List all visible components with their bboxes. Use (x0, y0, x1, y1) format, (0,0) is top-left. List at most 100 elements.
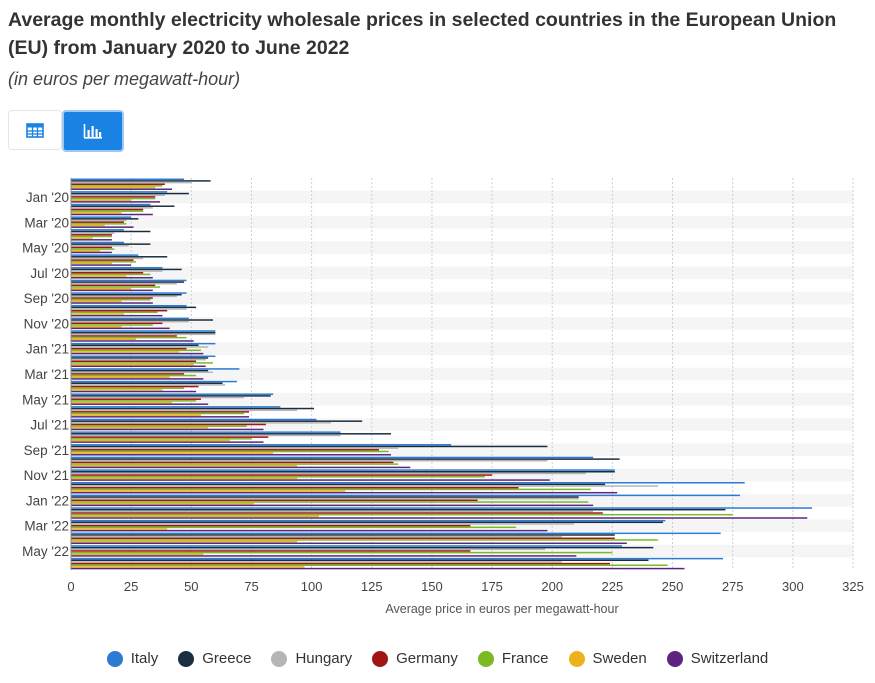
bar (71, 479, 550, 481)
legend-item[interactable]: Hungary (271, 650, 352, 667)
legend-marker (372, 650, 389, 667)
bar (71, 178, 185, 181)
bar (71, 235, 112, 238)
bar (71, 496, 579, 498)
bar (71, 262, 112, 265)
bar (71, 483, 606, 486)
row-band (71, 241, 853, 254)
bar (71, 447, 399, 449)
bar (71, 546, 654, 549)
bar (71, 407, 315, 410)
chart-legend: Italy Greece Hungary Germany France Sweden Swi… (0, 650, 875, 667)
row-band (71, 342, 853, 356)
legend-label: Switzerland (690, 650, 769, 667)
bar (71, 196, 156, 198)
bar (71, 400, 197, 402)
bar (71, 540, 298, 543)
y-tick-label: May '21 (22, 392, 69, 407)
bar (71, 281, 185, 283)
bar (71, 213, 153, 216)
y-tick-label: Jul '21 (30, 418, 69, 433)
bar (71, 414, 201, 416)
bar (71, 441, 264, 443)
bar (71, 250, 100, 252)
bar (71, 342, 216, 345)
bar (71, 438, 252, 440)
bar (71, 300, 122, 303)
bar-chart-icon (83, 124, 102, 139)
bar (71, 275, 127, 277)
bar (71, 564, 668, 567)
bar (71, 293, 182, 296)
bar (71, 436, 269, 438)
legend-item[interactable]: Italy (106, 650, 158, 667)
legend-item[interactable]: Switzerland (666, 650, 769, 667)
bar (71, 474, 493, 476)
bar (71, 347, 187, 350)
bar (71, 534, 615, 536)
bar (71, 371, 213, 374)
bar (71, 229, 124, 231)
bar (71, 203, 151, 206)
bar (71, 256, 168, 258)
bar (71, 183, 165, 185)
bar (71, 264, 132, 266)
legend-item[interactable]: Sweden (568, 650, 647, 667)
bar (71, 535, 562, 538)
bar (71, 230, 151, 233)
bar (71, 545, 623, 547)
y-tick-label: May '20 (22, 241, 69, 256)
bar (71, 340, 194, 342)
bar (71, 205, 175, 207)
bar (71, 513, 733, 516)
bar (71, 192, 189, 195)
table-view-button[interactable] (8, 110, 62, 150)
bar (71, 259, 134, 261)
x-tick-label: 125 (361, 579, 383, 594)
bar (71, 181, 192, 184)
bar (71, 412, 245, 415)
bar (71, 284, 156, 287)
x-tick-label: 275 (722, 579, 744, 594)
legend-item[interactable]: France (477, 650, 549, 667)
chart-view-button[interactable] (62, 110, 124, 152)
bar (71, 494, 740, 497)
bar (71, 232, 115, 234)
bar (71, 502, 254, 505)
bar (71, 289, 153, 292)
bar (71, 212, 122, 214)
bar (71, 186, 156, 189)
bar (71, 524, 471, 527)
legend-item[interactable]: Germany (372, 650, 458, 667)
y-tick-label: Jan '20 (26, 190, 69, 205)
bar (71, 490, 346, 492)
bar (71, 295, 177, 298)
bar (71, 246, 112, 249)
bar (71, 336, 187, 339)
bar (71, 553, 204, 556)
bar (71, 445, 548, 448)
x-tick-label: 250 (662, 579, 684, 594)
bar (71, 481, 745, 484)
bar (71, 433, 392, 435)
bar (71, 450, 389, 453)
x-tick-label: 25 (124, 579, 138, 594)
bar (71, 529, 548, 532)
bar (71, 322, 163, 325)
bar (71, 458, 620, 460)
bar (71, 444, 452, 446)
bar (71, 393, 274, 395)
bar (71, 486, 519, 489)
bar (71, 497, 579, 500)
bar (71, 243, 151, 245)
bar (71, 396, 245, 399)
bar (71, 314, 163, 317)
legend-item[interactable]: Greece (178, 650, 251, 667)
bar (71, 460, 548, 462)
table-icon (26, 122, 44, 138)
bar (71, 427, 209, 429)
bar (71, 344, 199, 347)
bar (71, 317, 189, 320)
y-tick-label: Nov '20 (24, 316, 69, 331)
bar (71, 491, 618, 494)
